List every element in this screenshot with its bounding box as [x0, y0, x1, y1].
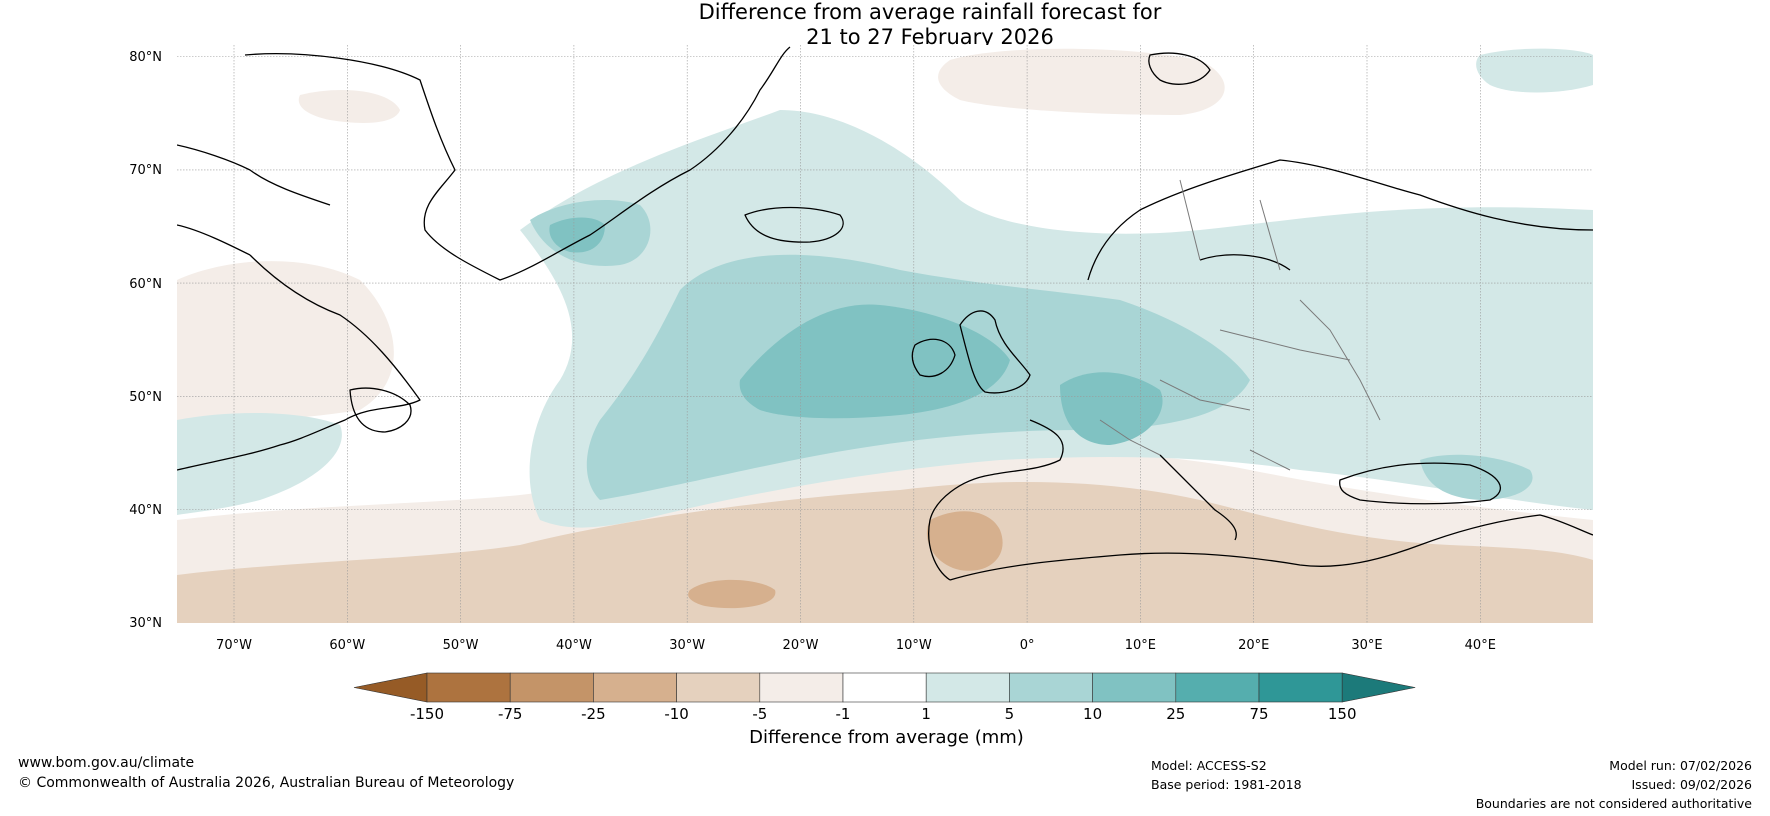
- wet-zone-blacksea: [1420, 454, 1533, 500]
- lon-tick-label: 50°W: [443, 638, 479, 653]
- colorbar-segment: [426, 672, 511, 703]
- colorbar-tick-label: 150: [1328, 705, 1357, 723]
- wet-zone-core-france: [1060, 372, 1163, 445]
- lat-tick-label: 40°N: [129, 503, 162, 518]
- dry-zone-south-2: [177, 481, 1593, 623]
- lon-tick-label: 10°W: [896, 638, 932, 653]
- colorbar-tick-label: -5: [752, 705, 767, 723]
- lon-tick-label: 10°E: [1125, 638, 1156, 653]
- colorbar-tick-label: -1: [836, 705, 851, 723]
- colorbar-tick-label: 75: [1249, 705, 1268, 723]
- footer-dates: Model run: 07/02/2026 Issued: 09/02/2026…: [1476, 756, 1752, 813]
- model-run-date: Model run: 07/02/2026: [1609, 758, 1752, 773]
- dry-zone-arctic: [938, 48, 1225, 115]
- lon-tick-label: 40°E: [1465, 638, 1496, 653]
- colorbar-segment: [676, 672, 761, 703]
- longitude-axis: 70°W 60°W 50°W 40°W 30°W 20°W 10°W 0° 10…: [216, 638, 1496, 653]
- colorbar: [353, 672, 1416, 703]
- lon-tick-label: 30°W: [669, 638, 705, 653]
- colorbar-segment: [509, 672, 594, 703]
- colorbar-segment: [1092, 672, 1177, 703]
- lon-tick-label: 20°E: [1238, 638, 1269, 653]
- iceland-coast: [744, 206, 844, 243]
- lon-tick-label: 40°W: [556, 638, 592, 653]
- boundary-disclaimer: Boundaries are not considered authoritat…: [1475, 796, 1752, 811]
- copyright-text: © Commonwealth of Australia 2026, Austra…: [18, 775, 515, 791]
- issued-date: Issued: 09/02/2026: [1631, 777, 1753, 792]
- colorbar-segment: [1009, 672, 1093, 703]
- lat-tick-label: 50°N: [129, 390, 162, 405]
- gridlines: [177, 45, 1593, 623]
- colorbar-segment: [1258, 672, 1343, 703]
- colorbar-tick-label: 5: [1005, 705, 1015, 723]
- lat-tick-label: 30°N: [129, 616, 162, 631]
- colorbar-unit-label: Difference from average (mm): [749, 727, 1024, 748]
- map-title: Difference from average rainfall forecas…: [0, 0, 1770, 50]
- blacksea-coast: [1339, 462, 1502, 505]
- lat-tick-label: 70°N: [129, 163, 162, 178]
- dry-zone-greenland-west: [298, 90, 400, 123]
- colorbar-extend-high: [1341, 672, 1416, 703]
- newfoundland-coast: [349, 387, 412, 433]
- title-line-1: Difference from average rainfall forecas…: [698, 0, 1162, 24]
- colorbar-tick-label: -10: [664, 705, 689, 723]
- lon-tick-label: 60°W: [329, 638, 365, 653]
- base-period: Base period: 1981-2018: [1151, 777, 1302, 792]
- colorbar-segment: [842, 672, 927, 703]
- lon-tick-label: 30°E: [1351, 638, 1382, 653]
- footer-credits: www.bom.gov.au/climate © Commonwealth of…: [18, 753, 514, 793]
- colorbar-segment: [1175, 672, 1260, 703]
- europe-west-coast: [928, 419, 1064, 581]
- lon-tick-label: 0°: [1020, 638, 1035, 653]
- colorbar-tick-label: 1: [921, 705, 931, 723]
- scandinavia-coast: [1087, 159, 1593, 281]
- wet-zone-northeast: [1476, 48, 1593, 93]
- colorbar-tick-label: 10: [1083, 705, 1102, 723]
- lat-tick-label: 60°N: [129, 277, 162, 292]
- colorbar-tick-label: -25: [581, 705, 606, 723]
- lon-tick-label: 70°W: [216, 638, 252, 653]
- country-borders: [1099, 179, 1381, 471]
- wet-zone-core-ireland: [739, 304, 1010, 419]
- map-panel: [177, 45, 1593, 623]
- model-name: Model: ACCESS-S2: [1151, 758, 1267, 773]
- svalbard-coast: [1148, 52, 1211, 85]
- colorbar-segment: [593, 672, 677, 703]
- dry-zone-maghreb: [926, 511, 1003, 571]
- colorbar-tick-labels: -150 -75 -25 -10 -5 -1 1 5 10 25 75 150: [410, 705, 1357, 723]
- website-link[interactable]: www.bom.gov.au/climate: [18, 755, 195, 771]
- colorbar-tick-label: -75: [498, 705, 523, 723]
- footer-model-info: Model: ACCESS-S2 Base period: 1981-2018: [1151, 756, 1302, 794]
- ireland-coast: [911, 338, 956, 378]
- latitude-axis: 30°N 40°N 50°N 60°N 70°N 80°N: [129, 50, 162, 631]
- dry-zone-canada: [177, 261, 394, 430]
- colorbar-segment: [925, 672, 1010, 703]
- dry-zone-atlantic: [688, 579, 776, 609]
- lat-tick-label: 80°N: [129, 50, 162, 65]
- colorbar-tick-label: -150: [410, 705, 444, 723]
- labrador-coast: [177, 254, 421, 471]
- mediterranean-coast: [949, 514, 1593, 581]
- italy-coast: [1159, 454, 1237, 541]
- colorbar-extend-low: [353, 672, 428, 703]
- lon-tick-label: 20°W: [783, 638, 819, 653]
- colorbar-tick-label: 25: [1166, 705, 1185, 723]
- colorbar-segment: [759, 672, 844, 703]
- coastlines: [177, 46, 1593, 581]
- uk-coast: [959, 310, 1031, 394]
- greenland-coast: [244, 46, 791, 281]
- canada-arctic-coast: [177, 144, 331, 256]
- wet-zone-irminger-core: [549, 217, 605, 253]
